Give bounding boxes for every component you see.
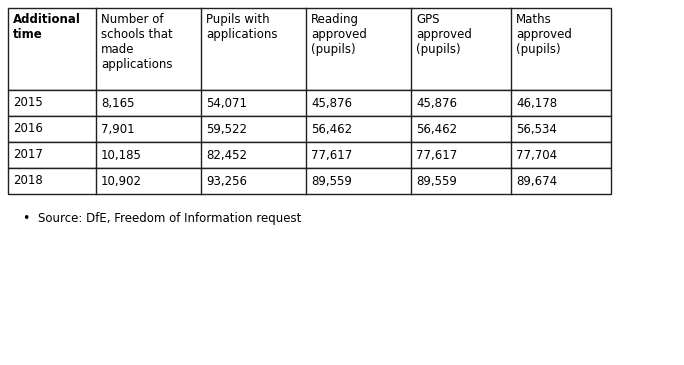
Text: Additional
time: Additional time <box>13 13 81 41</box>
Text: 2017: 2017 <box>13 149 43 161</box>
Bar <box>8 90 611 116</box>
Text: 56,462: 56,462 <box>311 123 352 135</box>
Text: 93,256: 93,256 <box>206 174 247 188</box>
Text: 7,901: 7,901 <box>101 123 135 135</box>
Bar <box>8 116 611 142</box>
Text: 54,071: 54,071 <box>206 96 247 109</box>
Text: 56,462: 56,462 <box>416 123 457 135</box>
Text: •: • <box>22 212 29 225</box>
Text: 89,559: 89,559 <box>311 174 352 188</box>
Text: 59,522: 59,522 <box>206 123 247 135</box>
Bar <box>8 142 611 168</box>
Text: Maths
approved
(pupils): Maths approved (pupils) <box>516 13 572 56</box>
Text: 89,559: 89,559 <box>416 174 457 188</box>
Text: Source: DfE, Freedom of Information request: Source: DfE, Freedom of Information requ… <box>38 212 302 225</box>
Text: 8,165: 8,165 <box>101 96 135 109</box>
Text: 10,902: 10,902 <box>101 174 142 188</box>
Text: 2015: 2015 <box>13 96 42 109</box>
Text: 56,534: 56,534 <box>516 123 557 135</box>
Text: 46,178: 46,178 <box>516 96 557 109</box>
Text: 89,674: 89,674 <box>516 174 557 188</box>
Text: Pupils with
applications: Pupils with applications <box>206 13 278 41</box>
Text: Reading
approved
(pupils): Reading approved (pupils) <box>311 13 367 56</box>
Text: GPS
approved
(pupils): GPS approved (pupils) <box>416 13 472 56</box>
Text: 45,876: 45,876 <box>311 96 352 109</box>
Text: 77,704: 77,704 <box>516 149 557 161</box>
Text: 82,452: 82,452 <box>206 149 247 161</box>
Text: 45,876: 45,876 <box>416 96 457 109</box>
Text: 10,185: 10,185 <box>101 149 142 161</box>
Text: 77,617: 77,617 <box>416 149 457 161</box>
Text: 2016: 2016 <box>13 123 43 135</box>
Bar <box>8 8 611 90</box>
Text: Number of
schools that
made
applications: Number of schools that made applications <box>101 13 173 71</box>
Text: 77,617: 77,617 <box>311 149 352 161</box>
Bar <box>8 168 611 194</box>
Text: 2018: 2018 <box>13 174 42 188</box>
